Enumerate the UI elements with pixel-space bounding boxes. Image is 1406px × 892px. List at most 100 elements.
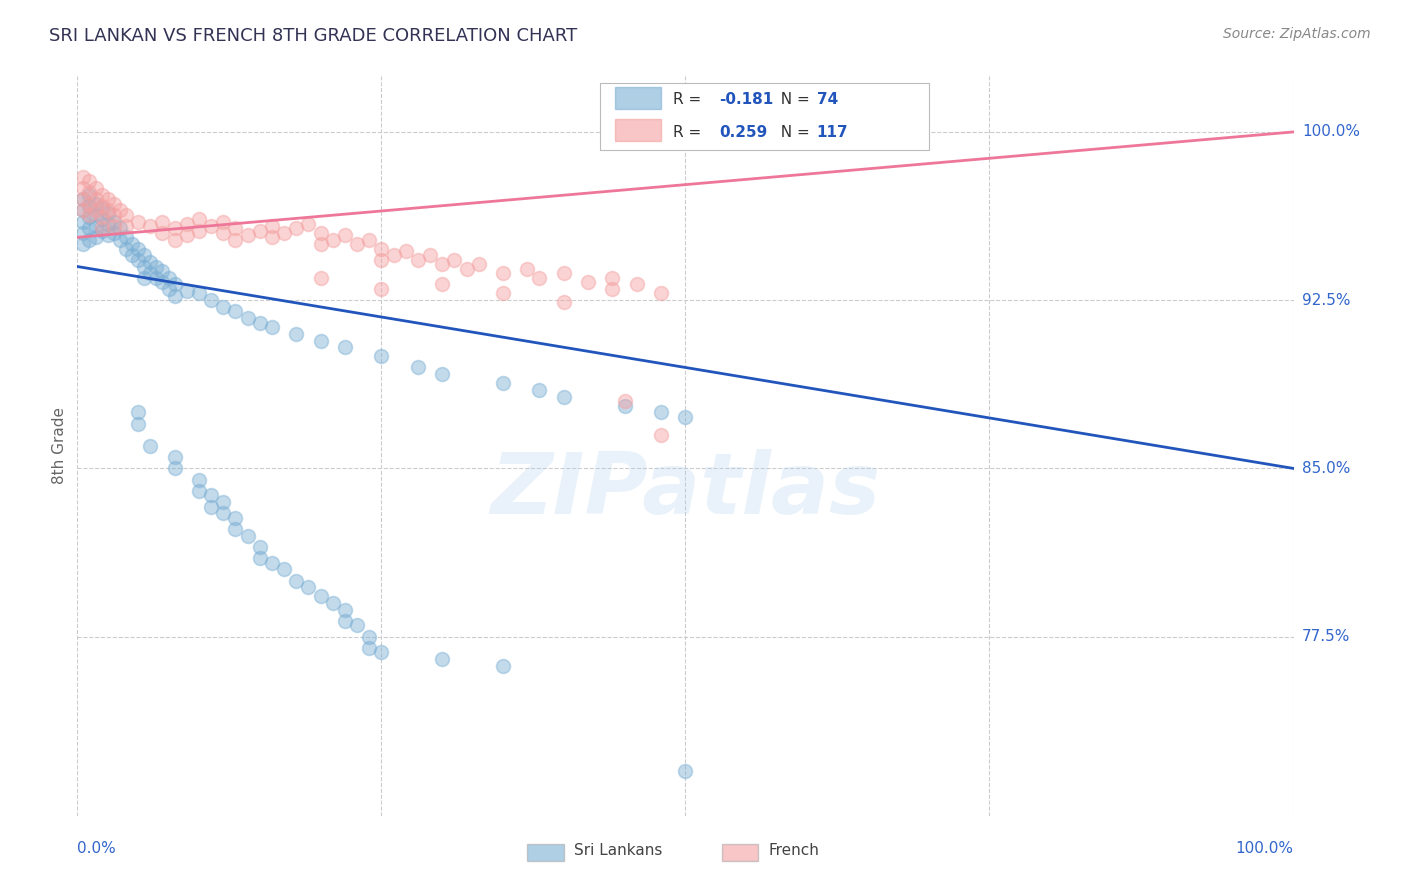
Point [224,233,246,247]
Point [492,266,515,280]
Point [613,399,636,413]
Text: ZIPatlas: ZIPatlas [491,449,880,532]
Text: 0.0%: 0.0% [77,841,117,856]
Point [163,233,186,247]
Point [359,233,381,247]
Point [103,214,125,228]
Point [84,230,107,244]
Point [260,219,283,234]
Point [200,293,222,308]
Point [84,219,107,234]
Point [249,551,271,566]
Point [157,282,180,296]
Point [212,214,235,228]
Point [212,506,235,520]
Point [127,252,149,267]
Text: R =: R = [673,125,706,139]
Point [406,252,429,267]
Point [297,580,319,594]
Point [236,228,259,243]
Point [370,242,392,256]
Point [430,257,453,271]
Point [492,286,515,301]
Point [84,203,107,218]
Text: 74: 74 [817,92,838,107]
Point [152,275,174,289]
Point [79,208,101,222]
Point [285,221,308,235]
Point [163,221,186,235]
Point [576,275,599,289]
Point [84,192,107,206]
Point [103,196,125,211]
Point [406,360,429,375]
Point [103,208,125,222]
Point [108,221,131,235]
Text: Sri Lankans: Sri Lankans [574,844,662,858]
Point [650,286,672,301]
Point [163,461,186,475]
Point [97,192,120,206]
Point [79,199,101,213]
Point [249,224,271,238]
Point [97,217,120,231]
Point [97,203,120,218]
Point [152,214,174,228]
Point [370,645,392,659]
Point [139,266,162,280]
Point [157,270,180,285]
Point [309,226,332,240]
Point [79,221,101,235]
Point [273,562,295,576]
Point [200,500,222,514]
Point [382,248,405,262]
Point [650,405,672,419]
Point [492,376,515,391]
Point [84,208,107,222]
Point [72,203,94,218]
Point [650,427,672,442]
Point [236,311,259,326]
Point [430,368,453,382]
Point [492,658,515,673]
Point [121,237,143,252]
Point [285,574,308,588]
Point [90,201,112,215]
Point [626,277,648,292]
Point [419,248,441,262]
Point [212,226,235,240]
Point [249,540,271,554]
Point [346,237,368,252]
Point [163,450,186,465]
Text: 92.5%: 92.5% [1302,293,1350,308]
Text: N =: N = [770,125,814,139]
Point [72,169,94,184]
Point [333,340,356,354]
Point [127,242,149,256]
Point [79,210,101,224]
Point [115,219,138,234]
Text: 0.259: 0.259 [720,125,768,139]
Point [163,288,186,302]
Point [188,473,211,487]
Point [72,203,94,218]
Point [108,233,131,247]
Point [260,320,283,334]
Point [127,405,149,419]
Point [176,217,198,231]
Point [188,483,211,498]
Point [200,488,222,502]
Point [188,212,211,227]
Point [97,205,120,219]
Point [212,300,235,314]
Point [90,199,112,213]
Text: 77.5%: 77.5% [1302,629,1350,644]
Point [163,277,186,292]
Point [443,252,465,267]
Point [72,192,94,206]
Point [139,255,162,269]
Point [529,383,551,397]
Point [309,334,332,348]
Point [309,270,332,285]
Text: SRI LANKAN VS FRENCH 8TH GRADE CORRELATION CHART: SRI LANKAN VS FRENCH 8TH GRADE CORRELATI… [49,27,578,45]
